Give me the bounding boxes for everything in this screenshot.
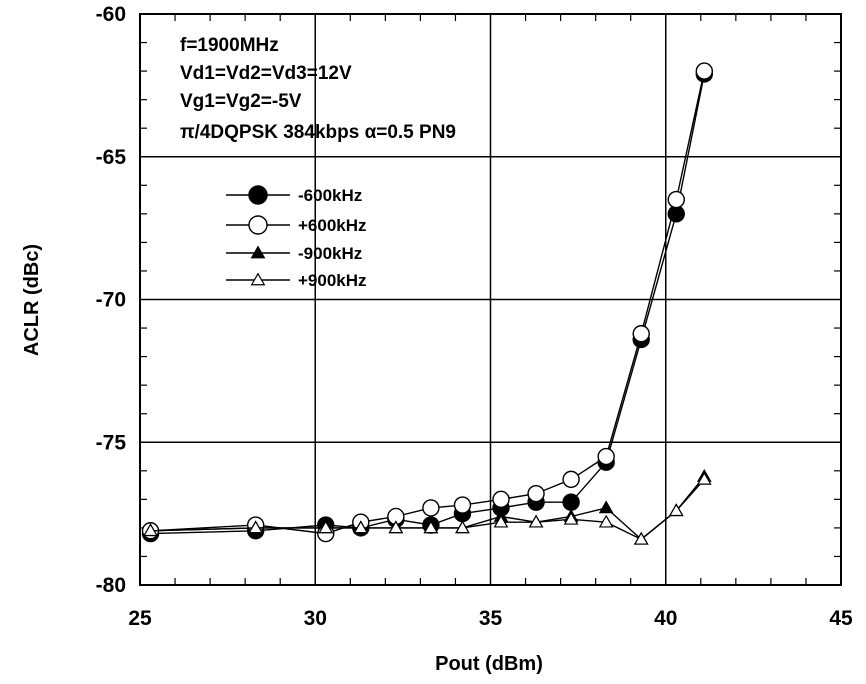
data-point <box>695 62 714 80</box>
data-point <box>492 490 510 509</box>
y-tick-labels: -80 -75 -70 -65 -60 <box>96 3 127 597</box>
y-tick-label: -70 <box>96 289 126 312</box>
data-point <box>422 499 440 517</box>
data-point <box>598 514 614 528</box>
legend-label: -900kHz <box>298 244 362 263</box>
data-point <box>318 520 334 534</box>
legend-label: +900kHz <box>298 271 367 290</box>
data-point <box>668 503 684 517</box>
y-tick-label: -80 <box>96 574 126 597</box>
legend-label: +600kHz <box>298 216 367 235</box>
data-point <box>563 511 579 525</box>
plot-frame <box>139 13 842 586</box>
x-tick-label: 40 <box>654 607 677 630</box>
data-point <box>528 514 544 528</box>
annotation-line: f=1900MHz <box>180 35 279 56</box>
data-point <box>667 190 685 209</box>
data-point <box>353 520 369 534</box>
annotation-line: Vd1=Vd2=Vd3=12V <box>180 63 352 84</box>
data-point <box>633 531 649 545</box>
x-tick-label: 45 <box>829 607 853 630</box>
legend-item: +600kHz <box>226 215 367 235</box>
data-point <box>562 493 580 511</box>
legend-label: -600kHz <box>298 186 362 205</box>
data-point <box>250 245 266 259</box>
data-point <box>455 520 470 534</box>
legend: -600kHz +600kHz -900kHz +900kHz <box>226 185 367 290</box>
data-point <box>250 272 266 286</box>
y-tick-label: -60 <box>96 3 126 26</box>
data-point <box>143 523 158 537</box>
data-point <box>423 520 439 534</box>
data-point <box>248 520 264 534</box>
minor-ticks <box>140 14 841 585</box>
data-point <box>248 185 268 205</box>
data-point <box>632 325 650 343</box>
data-point <box>527 484 545 503</box>
series-4 <box>143 471 712 545</box>
data-point <box>248 215 268 235</box>
series-line <box>150 478 705 541</box>
data-point <box>597 447 615 466</box>
x-tick-label: 30 <box>304 607 327 630</box>
data-point <box>493 514 509 528</box>
annotations: f=1900MHz Vd1=Vd2=Vd3=12V Vg1=Vg2=-5V π/4DQ… <box>180 35 456 143</box>
x-tick-label: 25 <box>128 607 152 630</box>
legend-item: -600kHz <box>226 185 362 205</box>
y-tick-label: -75 <box>96 431 127 454</box>
data-point <box>598 500 614 514</box>
data-point <box>562 470 580 489</box>
legend-item: +900kHz <box>226 271 367 290</box>
x-tick-labels: 25 30 35 40 45 <box>128 607 853 630</box>
annotation-line: π/4DQPSK 384kbps α=0.5 PN9 <box>180 122 456 143</box>
grid-lines <box>140 14 841 585</box>
legend-item: -900kHz <box>226 244 362 263</box>
annotation-line: Vg1=Vg2=-5V <box>180 91 302 112</box>
x-axis-title: Pout (dBm) <box>435 653 543 675</box>
y-axis-title: ACLR (dBc) <box>21 244 43 356</box>
y-tick-label: -65 <box>96 146 127 169</box>
data-point <box>453 496 472 514</box>
data-point <box>696 471 712 485</box>
data-point <box>388 520 404 534</box>
x-tick-label: 35 <box>479 607 503 630</box>
series-layer <box>141 62 714 545</box>
